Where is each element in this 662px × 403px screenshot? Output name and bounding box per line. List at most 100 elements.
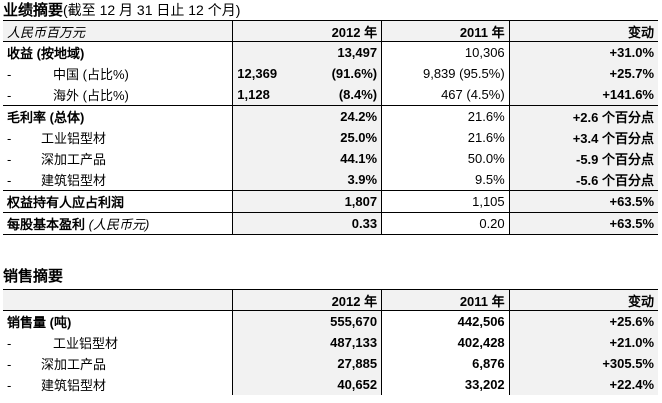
value-2011: 21.6%	[381, 127, 510, 148]
change-value: +21.0%	[509, 332, 658, 353]
table-row: - 深加工产品 27,885 6,876 +305.5%	[3, 353, 658, 374]
row-label: 权益持有人应占利润	[3, 190, 234, 213]
row-label-cell: - 深加工产品	[3, 353, 234, 374]
value-2012-cell: 1,128 (8.4%)	[232, 84, 383, 106]
value-2012: 27,885	[232, 353, 383, 374]
year-2012-header: 2012 年	[232, 289, 383, 311]
sales-summary-table: 2012 年 2011 年 变动 销售量 (吨) 555,670 442,506…	[3, 289, 658, 395]
change-value: -5.6 个百分点	[509, 169, 658, 191]
change-header: 变动	[509, 289, 658, 311]
change-value: +2.6 个百分点	[509, 105, 658, 127]
row-label: 收益 (按地域)	[3, 41, 234, 63]
dash-bullet: -	[7, 152, 12, 167]
table-row: - 工业铝型材 25.0% 21.6% +3.4 个百分点	[3, 127, 658, 148]
value-2012: 487,133	[232, 332, 383, 353]
table-row: 收益 (按地域) 13,497 10,306 +31.0%	[3, 41, 658, 63]
unit-header: 人民币百万元	[3, 20, 234, 42]
value-2011: 10,306	[381, 41, 510, 63]
table-row: 销售量 (吨) 555,670 442,506 +25.6%	[3, 310, 658, 332]
value-2011: 21.6%	[381, 105, 510, 127]
table-row: - 深加工产品 44.1% 50.0% -5.9 个百分点	[3, 148, 658, 169]
value-2011: 467 (4.5%)	[381, 84, 510, 106]
results-summary-period-note: (截至 12 月 31 日止 12 个月)	[63, 2, 241, 18]
value-2012: 40,652	[232, 374, 383, 395]
change-value: +25.6%	[509, 310, 658, 332]
change-value: +305.5%	[509, 353, 658, 374]
value-2012: 555,670	[232, 310, 383, 332]
row-label-cell: 每股基本盈利 (人民币元)	[3, 212, 234, 235]
change-value: +141.6%	[509, 84, 658, 106]
value-2011: 402,428	[381, 332, 510, 353]
row-label-cell: - 中国 (占比%)	[3, 63, 234, 84]
value-2012-share: (91.6%)	[331, 66, 378, 81]
value-2012-amount: 12,369	[237, 66, 278, 81]
value-2011: 50.0%	[381, 148, 510, 169]
year-2011-header: 2011 年	[381, 289, 510, 311]
change-value: +31.0%	[509, 41, 658, 63]
label-header	[3, 289, 234, 311]
value-2012: 25.0%	[232, 127, 383, 148]
row-label: 建筑铝型材	[41, 378, 107, 393]
row-label: 深加工产品	[41, 357, 107, 372]
table-header-row: 人民币百万元 2012 年 2011 年 变动	[3, 20, 658, 42]
change-value: +63.5%	[509, 190, 658, 213]
row-label-cell: - 海外 (占比%)	[3, 84, 234, 106]
table-row: - 海外 (占比%) 1,128 (8.4%) 467 (4.5%) +141.6%	[3, 84, 658, 106]
dash-bullet: -	[7, 336, 12, 351]
row-label-cell: - 建筑铝型材	[3, 169, 234, 191]
change-value: +25.7%	[509, 63, 658, 84]
row-label-cell: - 工业铝型材	[3, 127, 234, 148]
value-2012: 0.33	[232, 212, 383, 235]
row-label-cell: - 建筑铝型材	[3, 374, 234, 395]
value-2011: 9,839 (95.5%)	[381, 63, 510, 84]
year-2011-header: 2011 年	[381, 20, 510, 42]
results-summary-title-text: 业绩摘要	[3, 2, 64, 19]
value-2012: 13,497	[232, 41, 383, 63]
table-row: 权益持有人应占利润 1,807 1,105 +63.5%	[3, 190, 658, 213]
table-row: - 建筑铝型材 40,652 33,202 +22.4%	[3, 374, 658, 395]
dash-bullet: -	[7, 88, 12, 103]
year-2012-header: 2012 年	[232, 20, 383, 42]
value-2012-amount: 1,128	[237, 87, 270, 102]
dash-bullet: -	[7, 131, 12, 146]
value-2012: 1,807	[232, 190, 383, 213]
results-summary-table: 人民币百万元 2012 年 2011 年 变动 收益 (按地域) 13,497 …	[3, 20, 658, 235]
dash-bullet: -	[7, 378, 12, 393]
change-value: +3.4 个百分点	[509, 127, 658, 148]
value-2012: 24.2%	[232, 105, 383, 127]
table-row: - 中国 (占比%) 12,369 (91.6%) 9,839 (95.5%) +2…	[3, 63, 658, 84]
row-label: 每股基本盈利	[7, 217, 86, 232]
row-label: 毛利率 (总体)	[3, 105, 234, 127]
change-value: +22.4%	[509, 374, 658, 395]
value-2012-cell: 12,369 (91.6%)	[232, 63, 383, 84]
change-value: -5.9 个百分点	[509, 148, 658, 169]
dash-bullet: -	[7, 67, 12, 82]
change-header: 变动	[509, 20, 658, 42]
row-label: 建筑铝型材	[41, 173, 107, 188]
value-2011: 33,202	[381, 374, 510, 395]
table-header-row: 2012 年 2011 年 变动	[3, 289, 658, 311]
row-label: 工业铝型材	[41, 131, 107, 146]
row-label: 销售量 (吨)	[3, 310, 234, 332]
row-label: 中国 (占比%)	[53, 67, 129, 82]
row-label-cell: - 工业铝型材	[3, 332, 234, 353]
dash-bullet: -	[7, 173, 12, 188]
row-label-cell: - 深加工产品	[3, 148, 234, 169]
dash-bullet: -	[7, 357, 12, 372]
value-2011: 0.20	[381, 212, 510, 235]
change-value: +63.5%	[509, 212, 658, 235]
value-2012: 44.1%	[232, 148, 383, 169]
table-row: - 工业铝型材 487,133 402,428 +21.0%	[3, 332, 658, 353]
table-row: - 建筑铝型材 3.9% 9.5% -5.6 个百分点	[3, 169, 658, 191]
row-label: 海外 (占比%)	[53, 88, 129, 103]
value-2012: 3.9%	[232, 169, 383, 191]
row-label: 工业铝型材	[53, 336, 119, 351]
value-2011: 442,506	[381, 310, 510, 332]
sales-summary-title: 销售摘要	[3, 268, 64, 285]
value-2011: 9.5%	[381, 169, 510, 191]
table-row: 毛利率 (总体) 24.2% 21.6% +2.6 个百分点	[3, 105, 658, 127]
value-2012-share: (8.4%)	[338, 87, 378, 102]
row-label: 深加工产品	[41, 152, 107, 167]
value-2011: 1,105	[381, 190, 510, 213]
results-summary-title: 业绩摘要(截至 12 月 31 日止 12 个月)	[3, 1, 240, 20]
